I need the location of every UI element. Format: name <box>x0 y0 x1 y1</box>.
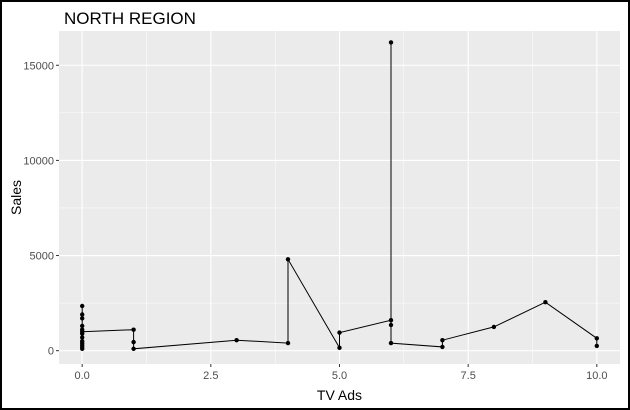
y-tick-label: 5000 <box>30 251 54 263</box>
data-point <box>543 300 548 305</box>
data-point <box>285 257 291 262</box>
y-tick-label: 10000 <box>23 155 54 167</box>
data-point <box>80 339 85 344</box>
data-point <box>80 329 85 334</box>
y-tick-label: 0 <box>48 346 54 358</box>
x-tick-label: 5.0 <box>332 370 347 382</box>
x-tick-label: 7.5 <box>461 370 476 382</box>
x-tick-label: 10.0 <box>586 370 607 382</box>
axis-ticks: 0.0 2.5 5.0 7.5 10.0 0 5000 10000 15000 <box>23 60 607 382</box>
y-tick-label: 15000 <box>23 60 54 72</box>
data-point <box>491 324 497 330</box>
data-point <box>388 340 394 346</box>
data-point <box>337 330 342 335</box>
data-point <box>388 318 394 323</box>
data-point <box>440 338 445 343</box>
data-point <box>594 343 599 349</box>
data-point <box>80 316 85 321</box>
data-point <box>388 322 394 328</box>
data-point <box>131 339 136 345</box>
x-tick-label: 0.0 <box>75 370 90 382</box>
chart-title: NORTH REGION <box>64 9 196 28</box>
data-point <box>440 344 445 350</box>
x-tick-label: 2.5 <box>203 370 218 382</box>
x-axis-label: TV Ads <box>317 387 362 403</box>
data-point <box>80 312 85 317</box>
data-point <box>285 340 291 346</box>
data-points <box>80 40 599 351</box>
data-point <box>388 40 394 45</box>
data-point <box>131 327 136 332</box>
data-point <box>337 345 342 350</box>
data-point <box>80 323 85 329</box>
data-point <box>131 346 136 351</box>
data-point <box>80 335 85 340</box>
data-point <box>234 338 239 343</box>
data-point <box>80 303 85 309</box>
y-axis-label: Sales <box>8 180 24 215</box>
data-point <box>594 336 599 341</box>
